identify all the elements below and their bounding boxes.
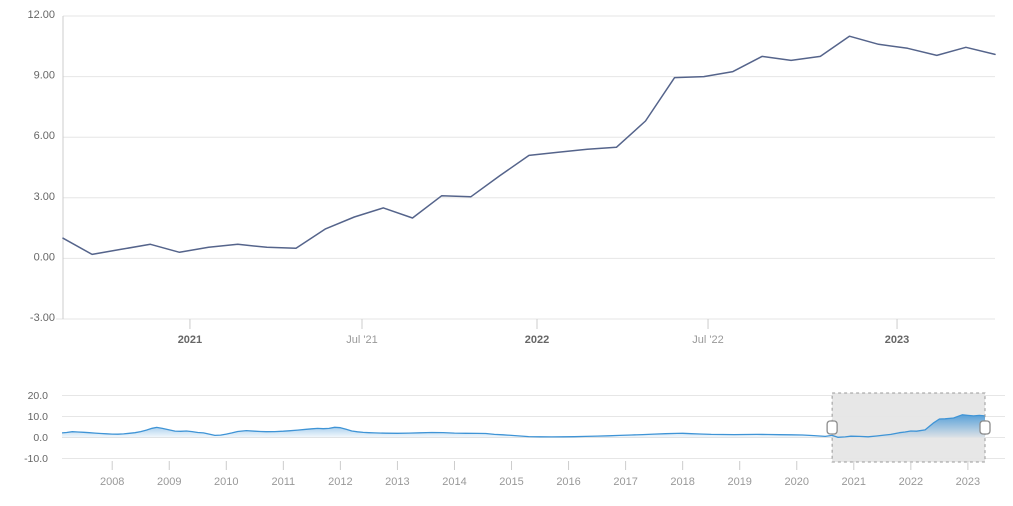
navigator-left-handle[interactable] [826, 420, 838, 435]
navigator-x-axis-label: 2014 [442, 476, 466, 488]
navigator-x-axis-label: 2018 [670, 476, 694, 488]
navigator-y-axis-label: 10.0 [28, 411, 49, 423]
navigator-y-axis-label: -10.0 [24, 453, 48, 465]
navigator-x-axis-label: 2019 [727, 476, 751, 488]
main-x-axis-label: Jul '21 [346, 334, 377, 346]
navigator-y-axis-label: 20.0 [28, 390, 49, 402]
main-y-axis-label: 6.00 [34, 130, 55, 142]
navigator-area-series [62, 414, 985, 438]
navigator-x-axis-label: 2013 [385, 476, 409, 488]
main-x-axis-label: Jul '22 [692, 334, 723, 346]
navigator-y-axis-label: 0.0 [33, 432, 48, 444]
navigator-x-axis-label: 2015 [499, 476, 523, 488]
navigator-x-axis-label: 2023 [956, 476, 980, 488]
main-x-axis-label: 2021 [178, 334, 202, 346]
navigator-line-series [61, 414, 986, 438]
main-y-axis-label: 3.00 [34, 191, 55, 203]
main-chart: 12.00 9.00 6.00 3.00 0.00 -3.00 2021 Jul '21 202… [27, 9, 996, 346]
main-plot-area[interactable] [63, 16, 995, 319]
price-line-series [62, 35, 996, 256]
navigator-x-axis-label: 2010 [214, 476, 238, 488]
navigator-chart: 20.0 10.0 0.0 -10.0 2008 2009 2010 2011 2012 2013… [24, 390, 1005, 488]
main-y-axis-label: -3.00 [30, 312, 55, 324]
navigator-x-axis-label: 2017 [613, 476, 637, 488]
main-y-axis-label: 0.00 [34, 251, 55, 263]
navigator-x-axis-label: 2009 [157, 476, 181, 488]
main-x-axis-label: 2022 [525, 334, 549, 346]
navigator-x-axis-label: 2012 [328, 476, 352, 488]
navigator-x-axis-label: 2011 [272, 476, 296, 488]
navigator-x-axis-label: 2021 [842, 476, 866, 488]
main-x-axis-label: 2023 [885, 334, 909, 346]
navigator-x-axis-label: 2020 [785, 476, 809, 488]
navigator-x-axis-label: 2022 [899, 476, 923, 488]
navigator-right-handle[interactable] [979, 420, 991, 435]
navigator-x-axis-label: 2016 [556, 476, 580, 488]
main-y-axis-label: 12.00 [27, 9, 55, 21]
navigator-x-axis-label: 2008 [100, 476, 124, 488]
main-y-axis-label: 9.00 [34, 70, 55, 82]
